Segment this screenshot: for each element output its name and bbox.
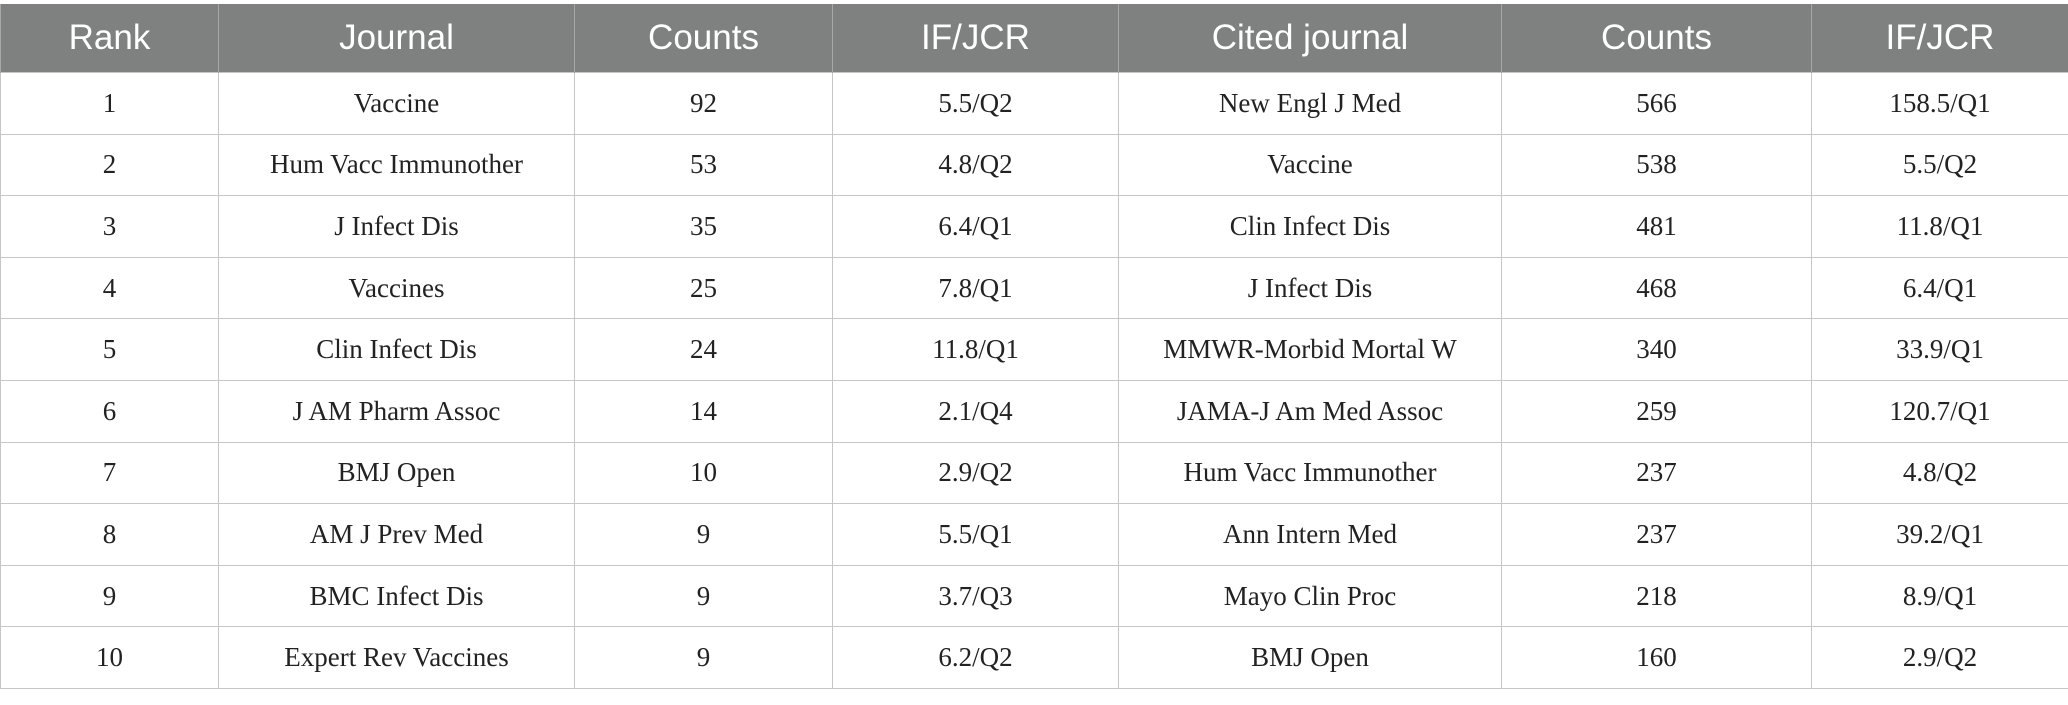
cited-journal-cell: JAMA-J Am Med Assoc (1118, 379, 1502, 443)
if-jcr-cell: 7.8/Q1 (832, 256, 1119, 320)
table-row: 10 Expert Rev Vaccines 9 6.2/Q2 BMJ Open 160 2… (0, 626, 2068, 689)
if-jcr-cell: 6.4/Q1 (832, 195, 1119, 258)
journal-cell: J AM Pharm Assoc (218, 379, 575, 443)
rank-cell: 3 (0, 195, 219, 258)
counts-cell: 92 (574, 72, 833, 135)
cited-journal-cell: Hum Vacc Immunother (1118, 441, 1502, 505)
rank-cell: 8 (0, 503, 219, 566)
rank-cell: 9 (0, 564, 219, 628)
rank-cell: 1 (0, 72, 219, 135)
if-jcr-cell: 6.2/Q2 (832, 626, 1119, 689)
cited-if-jcr-cell: 39.2/Q1 (1811, 503, 2068, 566)
cited-journal-cell: Clin Infect Dis (1118, 195, 1502, 258)
header-rank: Rank (0, 4, 219, 73)
cited-journal-cell: New Engl J Med (1118, 72, 1502, 135)
counts-cell: 9 (574, 626, 833, 689)
cited-counts-cell: 237 (1501, 441, 1812, 505)
journal-cell: AM J Prev Med (218, 503, 575, 566)
rank-cell: 5 (0, 318, 219, 381)
if-jcr-cell: 2.1/Q4 (832, 379, 1119, 443)
cited-if-jcr-cell: 158.5/Q1 (1811, 72, 2068, 135)
cited-if-jcr-cell: 2.9/Q2 (1811, 626, 2068, 689)
cited-if-jcr-cell: 8.9/Q1 (1811, 564, 2068, 628)
counts-cell: 24 (574, 318, 833, 381)
header-cited-counts: Counts (1501, 4, 1812, 73)
cited-counts-cell: 468 (1501, 256, 1812, 320)
cited-journal-cell: MMWR-Morbid Mortal W (1118, 318, 1502, 381)
counts-cell: 10 (574, 441, 833, 505)
table-row: 4 Vaccines 25 7.8/Q1 J Infect Dis 468 6.4/Q1 (0, 256, 2068, 320)
counts-cell: 9 (574, 503, 833, 566)
table-body: 1 Vaccine 92 5.5/Q2 New Engl J Med 566 158.5/Q… (0, 72, 2068, 689)
cited-if-jcr-cell: 120.7/Q1 (1811, 379, 2068, 443)
cited-if-jcr-cell: 4.8/Q2 (1811, 441, 2068, 505)
cited-if-jcr-cell: 5.5/Q2 (1811, 133, 2068, 197)
cited-counts-cell: 340 (1501, 318, 1812, 381)
journal-cell: Clin Infect Dis (218, 318, 575, 381)
journal-cell: BMC Infect Dis (218, 564, 575, 628)
cited-counts-cell: 259 (1501, 379, 1812, 443)
cited-counts-cell: 481 (1501, 195, 1812, 258)
journal-ranking-table: Rank Journal Counts IF/JCR Cited journal… (0, 4, 2068, 689)
cited-if-jcr-cell: 11.8/Q1 (1811, 195, 2068, 258)
rank-cell: 2 (0, 133, 219, 197)
header-if-jcr: IF/JCR (832, 4, 1119, 73)
if-jcr-cell: 2.9/Q2 (832, 441, 1119, 505)
rank-cell: 4 (0, 256, 219, 320)
table-header: Rank Journal Counts IF/JCR Cited journal… (0, 4, 2068, 73)
counts-cell: 53 (574, 133, 833, 197)
table-row: 5 Clin Infect Dis 24 11.8/Q1 MMWR-Morbid Mor… (0, 318, 2068, 381)
header-counts: Counts (574, 4, 833, 73)
rank-cell: 7 (0, 441, 219, 505)
header-cited-journal: Cited journal (1118, 4, 1502, 73)
counts-cell: 14 (574, 379, 833, 443)
rank-cell: 6 (0, 379, 219, 443)
cited-journal-cell: Ann Intern Med (1118, 503, 1502, 566)
header-journal: Journal (218, 4, 575, 73)
if-jcr-cell: 3.7/Q3 (832, 564, 1119, 628)
cited-counts-cell: 538 (1501, 133, 1812, 197)
counts-cell: 9 (574, 564, 833, 628)
cited-counts-cell: 160 (1501, 626, 1812, 689)
cited-counts-cell: 566 (1501, 72, 1812, 135)
if-jcr-cell: 11.8/Q1 (832, 318, 1119, 381)
cited-counts-cell: 218 (1501, 564, 1812, 628)
table-row: 2 Hum Vacc Immunother 53 4.8/Q2 Vaccine 538 5.… (0, 133, 2068, 197)
table-row: 8 AM J Prev Med 9 5.5/Q1 Ann Intern Med 237 39… (0, 503, 2068, 566)
counts-cell: 35 (574, 195, 833, 258)
cited-if-jcr-cell: 33.9/Q1 (1811, 318, 2068, 381)
cited-journal-cell: BMJ Open (1118, 626, 1502, 689)
journal-cell: Hum Vacc Immunother (218, 133, 575, 197)
if-jcr-cell: 5.5/Q1 (832, 503, 1119, 566)
table-row: 9 BMC Infect Dis 9 3.7/Q3 Mayo Clin Proc 218 8… (0, 564, 2068, 628)
journal-cell: J Infect Dis (218, 195, 575, 258)
journal-cell: Vaccine (218, 72, 575, 135)
cited-if-jcr-cell: 6.4/Q1 (1811, 256, 2068, 320)
header-cited-if-jcr: IF/JCR (1811, 4, 2068, 73)
journal-cell: BMJ Open (218, 441, 575, 505)
cited-journal-cell: Mayo Clin Proc (1118, 564, 1502, 628)
rank-cell: 10 (0, 626, 219, 689)
if-jcr-cell: 4.8/Q2 (832, 133, 1119, 197)
cited-journal-cell: Vaccine (1118, 133, 1502, 197)
cited-counts-cell: 237 (1501, 503, 1812, 566)
journal-cell: Expert Rev Vaccines (218, 626, 575, 689)
table-row: 1 Vaccine 92 5.5/Q2 New Engl J Med 566 158.5/Q… (0, 72, 2068, 135)
table-row: 7 BMJ Open 10 2.9/Q2 Hum Vacc Immunother 237 4… (0, 441, 2068, 505)
if-jcr-cell: 5.5/Q2 (832, 72, 1119, 135)
journal-cell: Vaccines (218, 256, 575, 320)
cited-journal-cell: J Infect Dis (1118, 256, 1502, 320)
header-row: Rank Journal Counts IF/JCR Cited journal… (0, 4, 2068, 73)
counts-cell: 25 (574, 256, 833, 320)
